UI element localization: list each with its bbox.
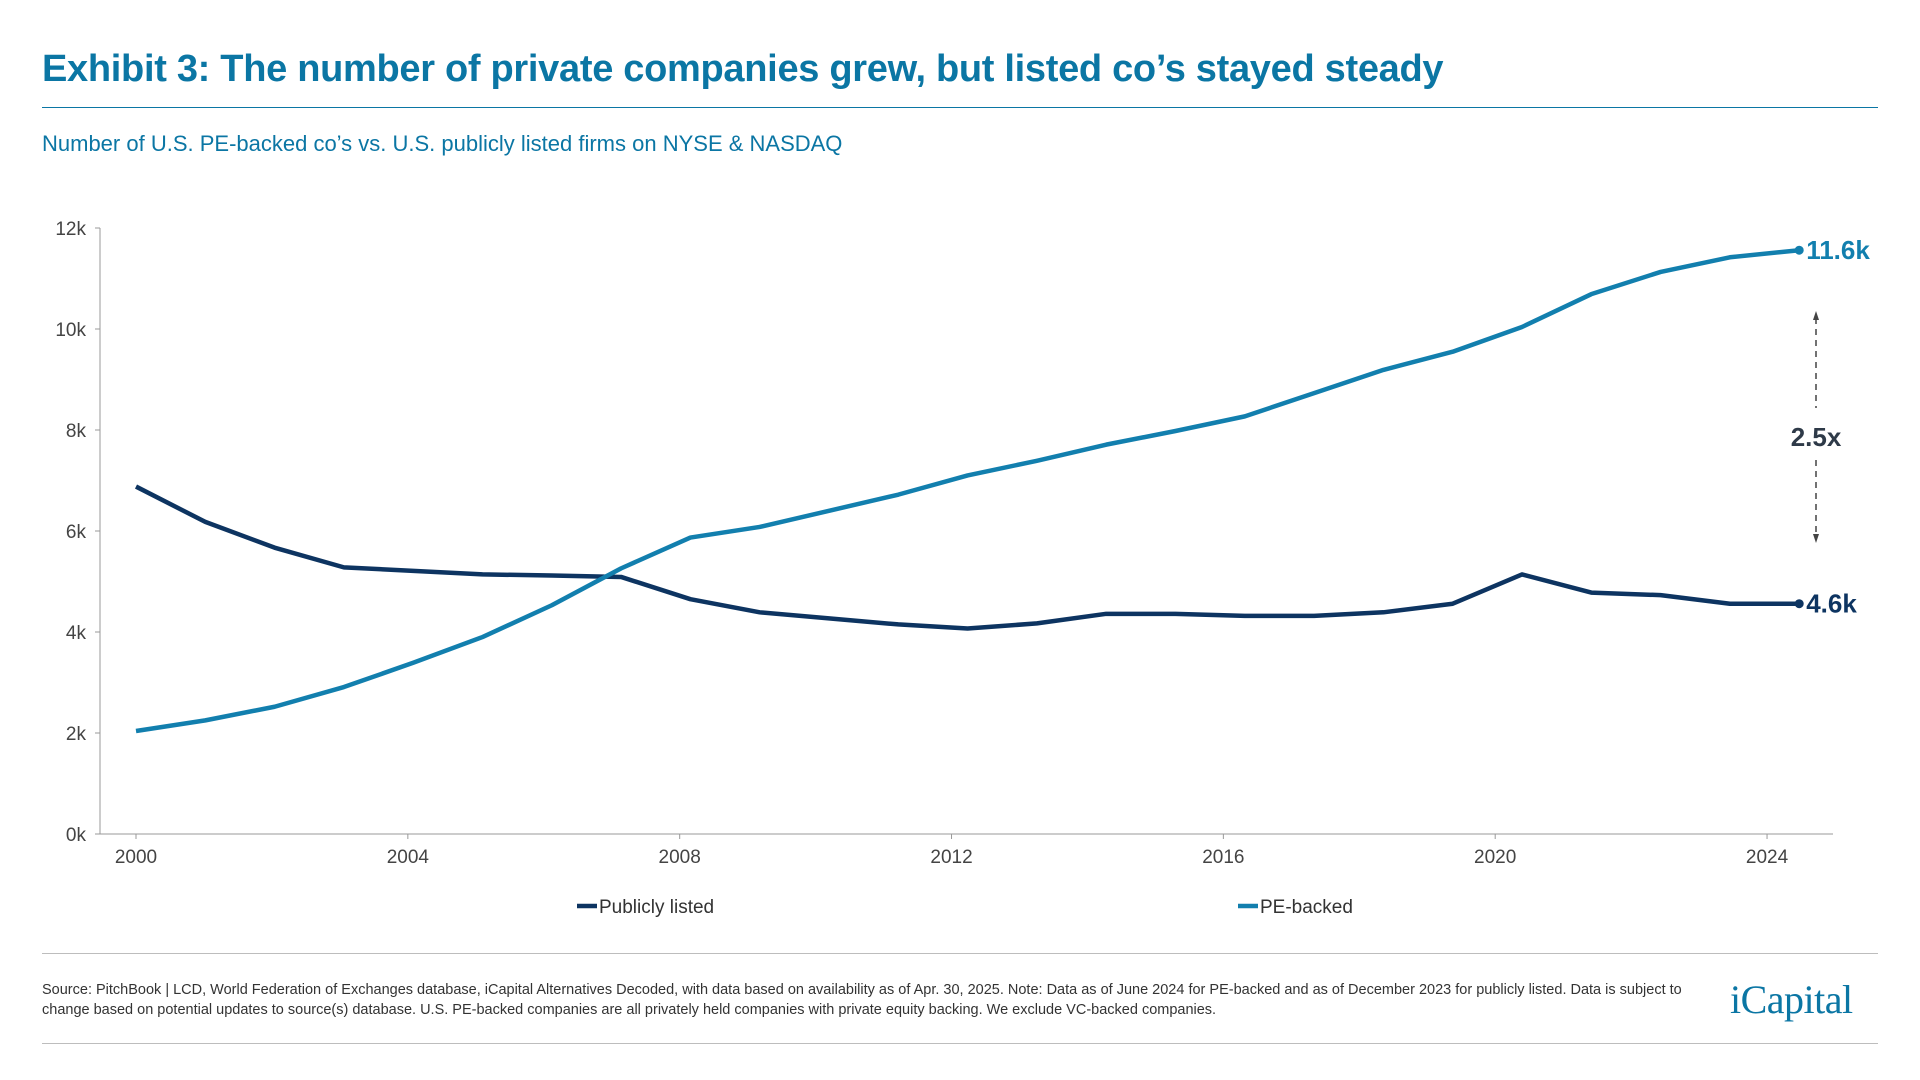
y-tick-label: 2k	[66, 724, 87, 745]
chart-subtitle: Number of U.S. PE-backed co’s vs. U.S. p…	[42, 131, 843, 156]
y-tick-label: 10k	[55, 320, 86, 341]
arrow-head-up-icon	[1813, 311, 1819, 320]
y-tick-label: 4k	[66, 623, 87, 644]
footer-divider-top	[42, 953, 1878, 954]
legend-label-publicly-listed: Publicly listed	[599, 897, 714, 918]
page-title: Exhibit 3: The number of private compani…	[42, 48, 1444, 90]
series-line-publicly-listed	[134, 484, 1800, 631]
end-label-publicly-listed: 4.6k	[1806, 589, 1857, 619]
x-tick-label: 2012	[930, 847, 972, 868]
title-divider	[42, 107, 1878, 108]
footer-divider-bottom	[42, 1043, 1878, 1044]
x-tick-label: 2016	[1202, 847, 1244, 868]
series-line-pe-backed	[135, 247, 1800, 734]
end-label-pe-backed: 11.6k	[1806, 235, 1870, 265]
y-tick-label: 0k	[66, 825, 87, 846]
data-point-publicly-listed	[1794, 599, 1804, 609]
x-tick-label: 2000	[115, 847, 157, 868]
x-tick-label: 2008	[659, 847, 701, 868]
source-note: Source: PitchBook | LCD, World Federatio…	[42, 982, 1682, 1018]
legend-label-pe-backed: PE-backed	[1260, 897, 1353, 918]
y-tick-label: 6k	[66, 522, 87, 543]
x-tick-label: 2024	[1746, 847, 1789, 868]
arrow-head-down-icon	[1813, 534, 1819, 543]
x-tick-label: 2020	[1474, 847, 1516, 868]
icapital-logo: iCapital	[1730, 977, 1853, 1022]
x-tick-label: 2004	[387, 847, 430, 868]
annotation-label: 2.5x	[1791, 422, 1842, 452]
y-tick-label: 8k	[66, 421, 87, 442]
y-tick-label: 12k	[55, 219, 86, 240]
data-point-pe-backed	[1794, 245, 1804, 255]
